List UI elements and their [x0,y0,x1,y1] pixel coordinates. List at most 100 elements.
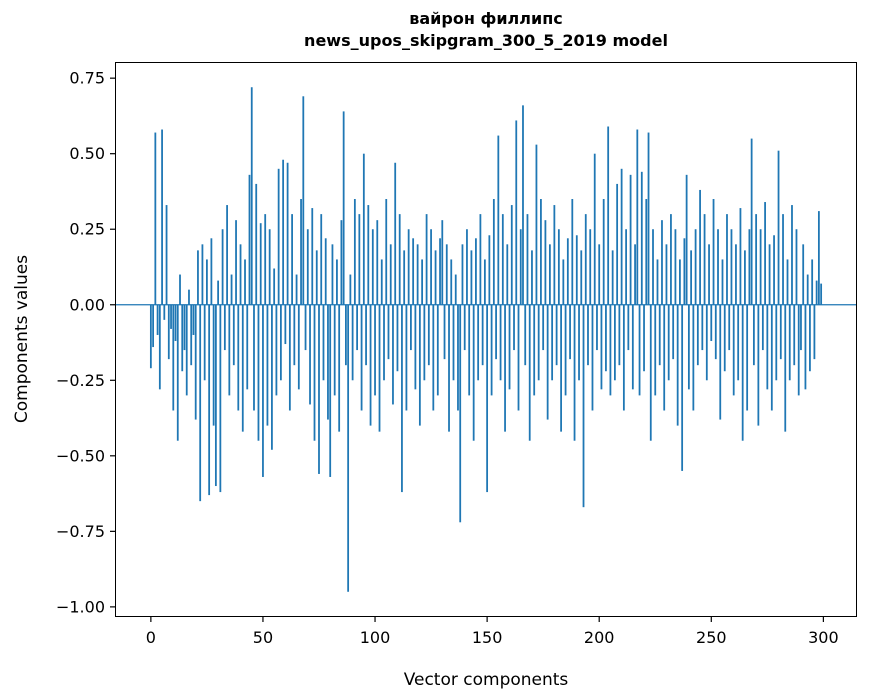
bar [255,183,258,305]
bar [658,304,661,366]
x-tick-label: 150 [472,628,503,647]
bar [770,304,773,411]
bar [452,304,455,381]
bar [246,304,249,390]
bar [179,274,181,305]
bar [174,304,177,342]
bar [508,304,511,390]
bar [380,259,383,305]
bar [813,304,816,360]
bar [775,304,778,381]
bar [663,304,666,411]
y-axis-label: Components values [12,255,32,423]
bar [809,304,811,372]
bar [793,304,796,366]
bar [356,304,358,351]
bar [383,304,385,381]
bar [232,304,235,366]
bar [320,214,323,305]
bar [333,304,336,396]
bar [418,304,421,426]
bar [515,120,518,305]
bar [712,199,715,305]
bar [748,229,751,305]
bar [311,208,314,305]
bar [407,229,410,305]
bar [309,304,311,405]
bar [483,259,486,305]
bar [591,304,594,411]
bar [244,259,246,305]
bar [192,304,195,335]
bar [580,250,583,305]
bar [501,214,504,305]
bar [667,304,670,381]
bar [223,304,226,351]
bar [593,153,596,305]
bar [221,229,224,305]
bar [784,304,787,432]
bar [555,304,558,366]
bar [566,238,569,305]
bar [726,214,728,305]
bar [367,205,370,305]
bar [575,235,578,305]
bar [463,304,466,351]
bar [271,304,273,450]
bar [779,304,782,360]
bar [264,214,267,305]
bar [396,304,399,372]
x-tick-label: 100 [360,628,391,647]
bar [618,304,621,366]
bar [652,229,654,305]
bar [732,304,735,396]
bar [378,304,381,432]
bar [268,229,271,305]
bar [750,138,753,305]
bar [553,205,556,305]
bar [605,304,607,372]
bar [513,304,515,351]
bar [412,238,415,305]
bar [524,304,527,366]
bar [699,189,701,305]
bar [598,244,601,305]
y-axis-ticks: 0.75 0.50 0.25 0.00 −0.25 −0.50 −0.75 −1.00 [56,69,115,616]
bar [497,135,500,305]
bar [374,304,376,396]
bar [582,304,585,508]
y-tick-label: 0.25 [69,220,105,239]
bar [499,304,502,381]
bar [197,250,199,305]
bar [640,171,643,305]
bar [730,229,733,305]
bar [273,268,276,305]
bar [755,214,758,305]
bar [551,304,554,381]
x-tick-label: 300 [808,628,839,647]
bar [351,304,354,381]
bar [654,304,657,396]
bar [410,304,412,351]
chart-title-line1: вайрон филлипс [409,9,562,28]
bar [226,205,228,305]
bar [557,229,560,305]
bar [705,304,708,381]
bar [318,304,320,474]
bar [401,304,403,493]
bar [362,153,365,305]
bar [739,208,742,305]
bar [777,150,780,305]
bar [540,199,542,305]
bar [687,304,690,390]
bar [649,304,652,441]
bar [170,304,172,329]
bar [701,304,704,351]
bar [156,304,159,335]
bar [389,244,392,305]
bar [149,304,152,369]
bar [185,304,188,396]
bar [573,304,576,441]
bar [676,304,679,426]
bar [190,304,193,366]
